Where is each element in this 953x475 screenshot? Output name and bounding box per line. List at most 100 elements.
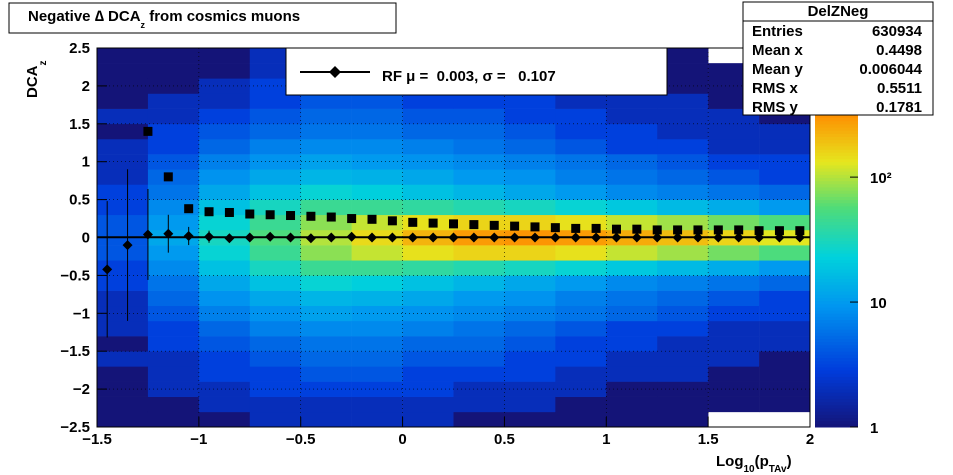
diamond-point [224,233,235,244]
heatmap-cell [504,245,556,261]
heatmap-cell [198,260,251,276]
diamond-point [204,231,215,242]
y-tick-label: 0 [82,230,90,247]
heatmap-cell [198,381,251,397]
title-text: Negative ∆ DCA [28,8,141,25]
color-bar-step [815,269,858,273]
heatmap-cell [708,396,760,413]
heatmap-cell [249,260,302,276]
heatmap-cell [504,184,556,200]
color-bar-step [815,294,858,299]
stats-label: Mean y [752,61,804,78]
legend-marker [329,66,341,78]
color-bar-step [815,209,858,213]
heatmap-cell [708,351,760,367]
square-point [652,225,662,235]
color-bar-step [815,145,858,150]
heatmap-cell [147,214,200,231]
heatmap-cell [249,184,302,200]
heatmap-cell [97,320,149,337]
square-point [326,212,336,222]
square-point [286,211,296,221]
heatmap-cell [97,48,149,64]
heatmap-cell [198,169,251,185]
square-point [449,219,458,229]
heatmap-cell [504,320,556,337]
heatmap-cell [453,184,505,200]
color-bar-step [815,243,858,248]
heatmap-cell [402,336,454,352]
profiles [97,126,810,338]
heatmap-cell [453,245,505,261]
heatmap-cell [249,138,302,155]
heatmap-cell [504,290,556,307]
heatmap-cell [198,78,251,94]
heatmap-cell [198,48,251,64]
heatmap-cell [351,336,403,352]
diamond-point [346,231,357,242]
square-point [469,220,479,230]
heatmap-cell [759,123,811,140]
x-label-text: (p [755,453,769,470]
heatmap-cell [300,123,352,140]
square-point [163,172,173,182]
heatmap-cell [147,48,200,64]
diamond-point [367,232,378,243]
heatmap-cell [606,381,658,397]
color-bar-step [815,246,858,251]
heatmap-cell [657,336,709,352]
heatmap-cell [300,396,352,413]
heatmap-cell [147,138,200,155]
color-bar-step [815,389,858,393]
heatmap-cell [606,108,658,125]
stats-label: Mean x [752,42,804,59]
heatmap-cell [453,290,505,307]
heatmap-cell [97,78,149,94]
color-bar-step [815,253,858,257]
heatmap-cell [300,411,352,428]
heatmap-cell [555,320,607,337]
heatmap-cell [300,245,352,261]
color-bar-step [815,234,858,238]
heatmap-cell [555,123,607,140]
heatmap-cell [453,108,505,125]
heatmap-cell [402,366,454,382]
heatmap-cell [351,138,403,155]
heatmap-cell [453,154,505,170]
square-point [734,225,744,235]
square-point [530,222,540,232]
heatmap-cell [759,275,811,291]
heatmap-cell [606,138,658,155]
color-bar-step [815,366,858,371]
color-bar-step [815,408,858,412]
color-bar-step [815,360,858,365]
heatmap-cell [453,123,505,140]
heatmap-cell [708,260,760,276]
heatmap-cell [657,93,709,109]
heatmap-cell [249,336,302,352]
heatmap-cell [147,123,200,140]
heatmap-cell [606,411,658,428]
color-bar-step [815,401,858,406]
heatmap-cell [453,169,505,185]
heatmap-cell [147,260,200,276]
heatmap-cell [402,138,454,155]
heatmap-cell [300,199,352,216]
y-tick-label: 2 [82,78,90,95]
heatmap-cell [606,184,658,200]
color-bar-step [815,335,858,340]
color-bar-step [815,404,858,409]
heatmap-cell [504,108,556,125]
color-bar-step [815,123,858,128]
diamond-point [611,232,622,243]
heatmap-cell [504,154,556,170]
heatmap-cell [402,154,454,170]
heatmap-cell [504,305,556,322]
heatmap-cell [351,199,403,216]
y-tick-label: 1 [82,154,90,171]
heatmap-cell [249,411,302,428]
heatmap-cell [555,381,607,397]
color-bar-step [815,322,858,327]
heatmap-cell [708,138,760,155]
